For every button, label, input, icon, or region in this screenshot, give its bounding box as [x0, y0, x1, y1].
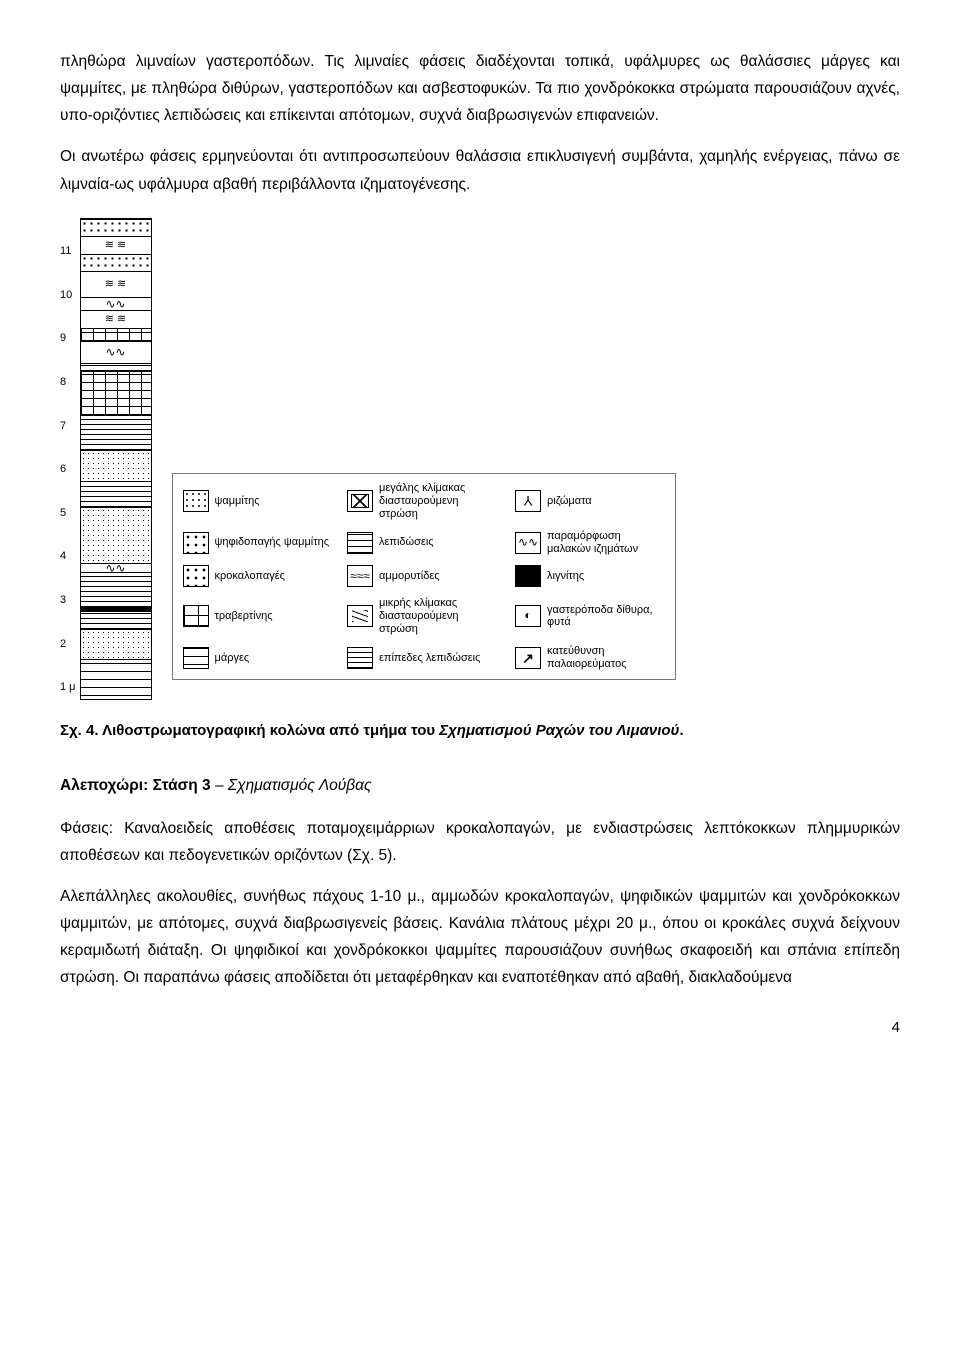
- paragraph-1: πληθώρα λιμναίων γαστεροπόδων. Τις λιμνα…: [60, 48, 900, 129]
- scale-tick: 9: [60, 305, 76, 349]
- legend-label: επίπεδες λεπιδώσεις: [379, 652, 480, 665]
- legend-item: λεπιδώσεις: [347, 530, 497, 555]
- scale-tick: 7: [60, 392, 76, 436]
- scale-tick: 11: [60, 218, 76, 262]
- figure-4: 1 μ234567891011 ψαμμίτης μεγάλης κλίμακας…: [60, 218, 900, 744]
- scale-tick: 8: [60, 349, 76, 393]
- scale-tick: 6: [60, 436, 76, 480]
- strat-layer: [81, 271, 151, 297]
- legend-label: μάργες: [215, 652, 250, 665]
- legend-label: γαστερόποδα δίθυρα, φυτά: [547, 604, 665, 629]
- page-number: 4: [60, 1015, 900, 1041]
- strat-layer: [81, 629, 151, 660]
- strat-layer: [81, 341, 151, 363]
- legend-swatch: [515, 532, 541, 554]
- legend-label: ψηφιδοπαγής ψαμμίτης: [215, 536, 329, 549]
- legend-swatch: [183, 532, 209, 554]
- legend: ψαμμίτης μεγάλης κλίμακας διασταυρούμενη …: [172, 473, 676, 679]
- section-formation: Σχηματισμός Λούβας: [228, 777, 372, 794]
- column-scale: 1 μ234567891011: [60, 218, 76, 698]
- strat-layer: [81, 254, 151, 271]
- strat-layer: [81, 310, 151, 327]
- legend-label: λιγνίτης: [547, 570, 584, 583]
- legend-item: μεγάλης κλίμακας διασταυρούμενη στρώση: [347, 482, 497, 520]
- strat-layer: [81, 363, 151, 372]
- legend-swatch: [347, 490, 373, 512]
- strat-layer: [81, 563, 151, 572]
- paragraph-2: Οι ανωτέρω φάσεις ερμηνεύονται ότι αντιπ…: [60, 143, 900, 197]
- column-body: [80, 218, 152, 700]
- strat-layer: [81, 450, 151, 481]
- legend-swatch: [183, 647, 209, 669]
- legend-item: ψηφιδοπαγής ψαμμίτης: [183, 530, 329, 555]
- section-heading: Αλεποχώρι: Στάση 3 – Σχηματισμός Λούβας: [60, 772, 900, 799]
- strat-layer: [81, 371, 151, 415]
- scale-tick: 1 μ: [60, 654, 76, 698]
- strat-layer: [81, 611, 151, 628]
- legend-item: λιγνίτης: [515, 565, 665, 587]
- legend-item: κροκαλοπαγές: [183, 565, 329, 587]
- scale-tick: 3: [60, 567, 76, 611]
- legend-swatch: [347, 647, 373, 669]
- legend-item: μικρής κλίμακας διασταυρούμενη στρώση: [347, 597, 497, 635]
- legend-label: μικρής κλίμακας διασταυρούμενη στρώση: [379, 597, 497, 635]
- legend-item: γαστερόποδα δίθυρα, φυτά: [515, 597, 665, 635]
- legend-item: ριζώματα: [515, 482, 665, 520]
- paragraph-4: Αλεπάλληλες ακολουθίες, συνήθως πάχους 1…: [60, 883, 900, 992]
- legend-swatch: [515, 565, 541, 587]
- figure-caption: Σχ. 4. Λιθοστρωματογραφική κολώνα από τμ…: [60, 718, 900, 744]
- strat-layer: [81, 219, 151, 236]
- legend-label: κροκαλοπαγές: [215, 570, 285, 583]
- section-location: Αλεποχώρι: Στάση 3: [60, 777, 211, 794]
- stratigraphic-column: 1 μ234567891011: [60, 218, 152, 700]
- legend-label: ψαμμίτης: [215, 495, 260, 508]
- strat-layer: [81, 328, 151, 341]
- paragraph-3: Φάσεις: Καναλοειδείς αποθέσεις ποταμοχει…: [60, 815, 900, 869]
- strat-layer: [81, 297, 151, 310]
- legend-label: μεγάλης κλίμακας διασταυρούμενη στρώση: [379, 482, 497, 520]
- legend-item: επίπεδες λεπιδώσεις: [347, 645, 497, 670]
- strat-layer: [81, 607, 151, 611]
- legend-label: τραβερτίνης: [215, 610, 273, 623]
- legend-swatch: [515, 605, 541, 627]
- caption-italic: Σχηματισμού Ραχών του Λιμανιού: [439, 722, 679, 739]
- strat-layer: [81, 415, 151, 450]
- legend-swatch: [515, 490, 541, 512]
- legend-swatch: [347, 532, 373, 554]
- legend-label: παραμόρφωση μαλακών ιζημάτων: [547, 530, 665, 555]
- legend-item: παραμόρφωση μαλακών ιζημάτων: [515, 530, 665, 555]
- legend-label: αμμορυτίδες: [379, 570, 440, 583]
- caption-prefix: Σχ. 4. Λιθοστρωματογραφική κολώνα από τμ…: [60, 722, 439, 739]
- legend-swatch: [183, 565, 209, 587]
- legend-item: τραβερτίνης: [183, 597, 329, 635]
- caption-suffix: .: [679, 722, 683, 739]
- strat-layer: [81, 507, 151, 564]
- legend-swatch: [515, 647, 541, 669]
- legend-item: ψαμμίτης: [183, 482, 329, 520]
- legend-label: ριζώματα: [547, 495, 592, 508]
- strat-layer: [81, 659, 151, 698]
- legend-swatch: [347, 565, 373, 587]
- strat-layer: [81, 481, 151, 507]
- legend-label: λεπιδώσεις: [379, 536, 434, 549]
- legend-swatch: [347, 605, 373, 627]
- scale-tick: 2: [60, 610, 76, 654]
- legend-item: μάργες: [183, 645, 329, 670]
- scale-tick: 5: [60, 479, 76, 523]
- legend-item: αμμορυτίδες: [347, 565, 497, 587]
- scale-tick: 10: [60, 261, 76, 305]
- legend-item: κατεύθυνση παλαιορεύματος: [515, 645, 665, 670]
- strat-layer: [81, 572, 151, 607]
- legend-swatch: [183, 605, 209, 627]
- legend-swatch: [183, 490, 209, 512]
- scale-tick: 4: [60, 523, 76, 567]
- legend-label: κατεύθυνση παλαιορεύματος: [547, 645, 665, 670]
- strat-layer: [81, 236, 151, 253]
